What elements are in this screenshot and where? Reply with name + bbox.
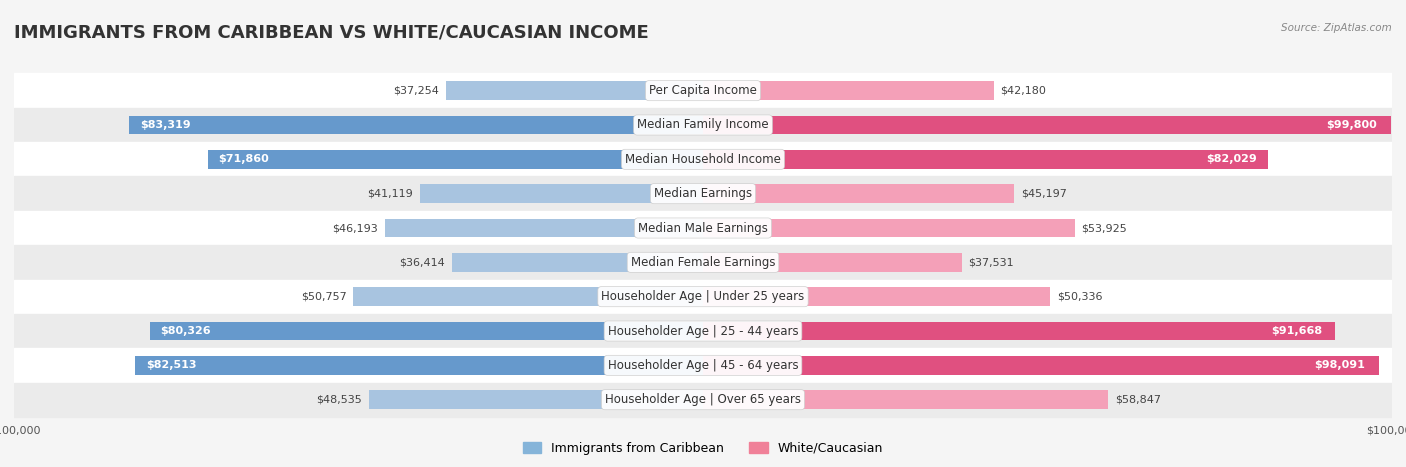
Text: Median Family Income: Median Family Income xyxy=(637,119,769,132)
Text: Median Earnings: Median Earnings xyxy=(654,187,752,200)
Text: $50,757: $50,757 xyxy=(301,292,346,302)
Text: Householder Age | Over 65 years: Householder Age | Over 65 years xyxy=(605,393,801,406)
Bar xyxy=(420,184,703,203)
Text: $41,119: $41,119 xyxy=(367,189,413,198)
Bar xyxy=(208,150,703,169)
Bar xyxy=(14,382,1392,417)
Text: $42,180: $42,180 xyxy=(1001,85,1046,96)
Bar xyxy=(14,177,1392,211)
Text: Median Male Earnings: Median Male Earnings xyxy=(638,221,768,234)
Bar xyxy=(14,348,1392,382)
Bar xyxy=(703,356,1379,375)
Text: IMMIGRANTS FROM CARIBBEAN VS WHITE/CAUCASIAN INCOME: IMMIGRANTS FROM CARIBBEAN VS WHITE/CAUCA… xyxy=(14,23,648,42)
Bar xyxy=(14,108,1392,142)
Text: $82,513: $82,513 xyxy=(146,361,197,370)
Text: $82,029: $82,029 xyxy=(1206,154,1257,164)
Text: Median Household Income: Median Household Income xyxy=(626,153,780,166)
Bar xyxy=(14,280,1392,314)
Text: $48,535: $48,535 xyxy=(316,395,361,405)
Text: $80,326: $80,326 xyxy=(160,326,211,336)
Bar xyxy=(453,253,703,272)
Bar xyxy=(703,150,1268,169)
Bar xyxy=(703,81,994,100)
Text: Source: ZipAtlas.com: Source: ZipAtlas.com xyxy=(1281,23,1392,33)
Text: Householder Age | 45 - 64 years: Householder Age | 45 - 64 years xyxy=(607,359,799,372)
Bar xyxy=(703,253,962,272)
Bar xyxy=(14,245,1392,280)
Text: $83,319: $83,319 xyxy=(141,120,191,130)
Bar xyxy=(14,73,1392,108)
Bar xyxy=(14,142,1392,177)
Text: $58,847: $58,847 xyxy=(1115,395,1161,405)
Bar xyxy=(129,115,703,134)
Text: $91,668: $91,668 xyxy=(1271,326,1322,336)
Bar xyxy=(368,390,703,409)
Text: $37,531: $37,531 xyxy=(969,257,1014,267)
Bar xyxy=(703,184,1014,203)
Bar xyxy=(353,287,703,306)
Bar xyxy=(14,314,1392,348)
Text: $71,860: $71,860 xyxy=(218,154,269,164)
Text: $46,193: $46,193 xyxy=(332,223,378,233)
Text: $98,091: $98,091 xyxy=(1315,361,1365,370)
Bar xyxy=(703,287,1050,306)
Bar xyxy=(703,322,1334,340)
Text: $50,336: $50,336 xyxy=(1057,292,1102,302)
Bar xyxy=(135,356,703,375)
Text: $99,800: $99,800 xyxy=(1326,120,1376,130)
Legend: Immigrants from Caribbean, White/Caucasian: Immigrants from Caribbean, White/Caucasi… xyxy=(517,437,889,460)
Text: $53,925: $53,925 xyxy=(1081,223,1128,233)
Bar xyxy=(446,81,703,100)
Bar xyxy=(14,211,1392,245)
Text: $45,197: $45,197 xyxy=(1021,189,1067,198)
Text: Householder Age | Under 25 years: Householder Age | Under 25 years xyxy=(602,290,804,303)
Text: Householder Age | 25 - 44 years: Householder Age | 25 - 44 years xyxy=(607,325,799,338)
Text: Median Female Earnings: Median Female Earnings xyxy=(631,256,775,269)
Bar xyxy=(703,390,1108,409)
Bar xyxy=(703,219,1074,237)
Text: Per Capita Income: Per Capita Income xyxy=(650,84,756,97)
Bar xyxy=(385,219,703,237)
Text: $36,414: $36,414 xyxy=(399,257,446,267)
Text: $37,254: $37,254 xyxy=(394,85,440,96)
Bar xyxy=(703,115,1391,134)
Bar xyxy=(149,322,703,340)
